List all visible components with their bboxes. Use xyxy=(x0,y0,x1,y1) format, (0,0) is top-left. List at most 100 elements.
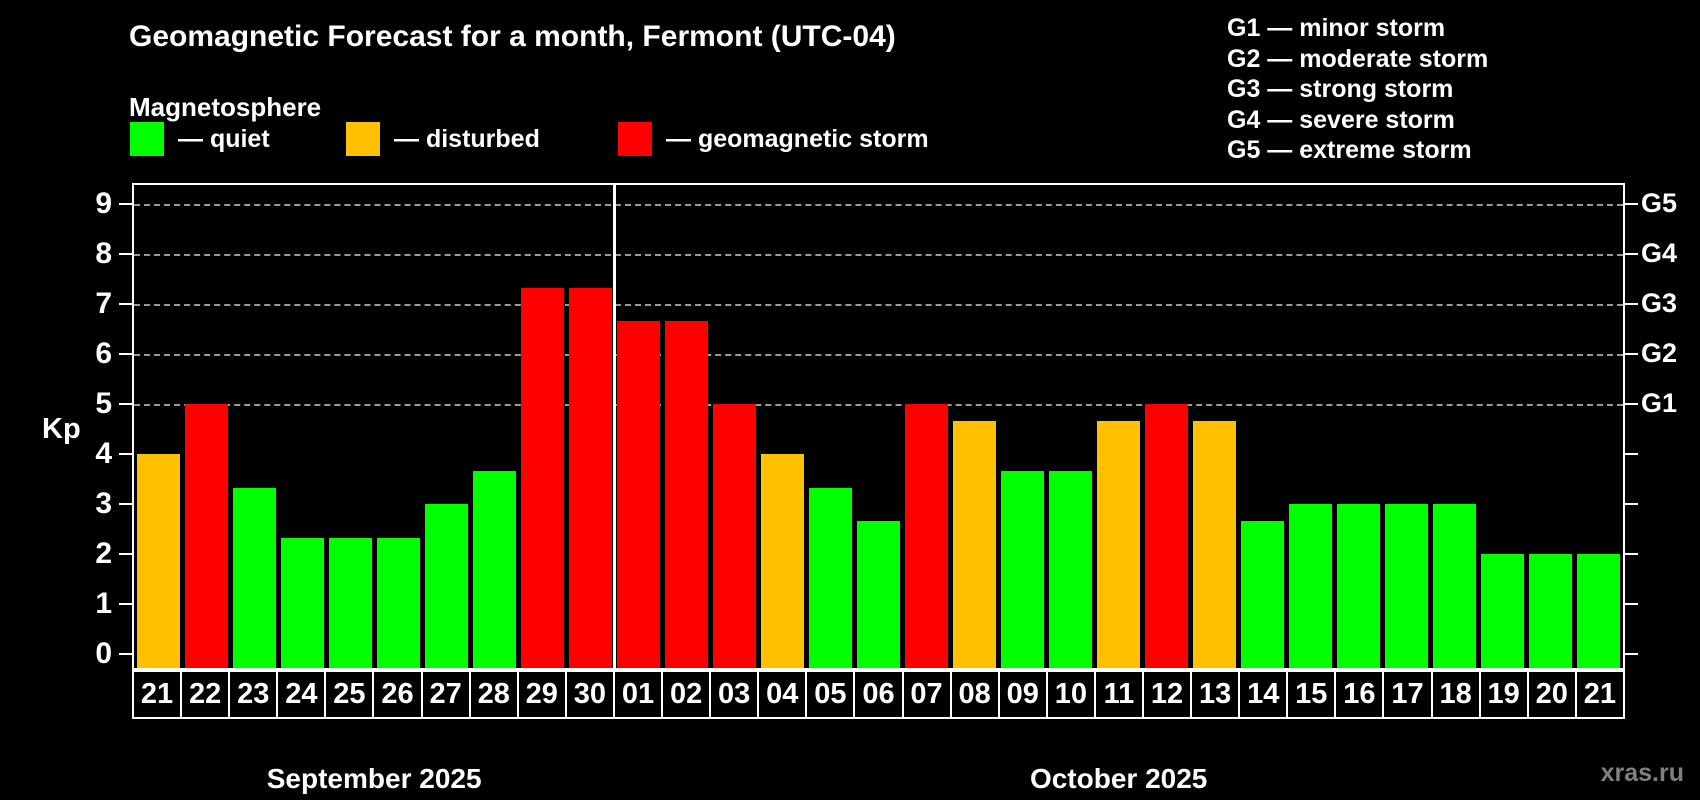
y-tick-left-6 xyxy=(119,353,132,355)
page-title: Geomagnetic Forecast for a month, Fermon… xyxy=(129,20,896,53)
kp-bar-oct-09 xyxy=(1001,470,1045,668)
g4-legend-line: G4 — severe storm xyxy=(1227,105,1455,134)
day-label-sep-21: 21 xyxy=(132,670,183,719)
legend-item-quiet: — quiet xyxy=(130,122,270,156)
magnetosphere-heading: Magnetosphere xyxy=(129,92,322,122)
day-label-sep-23: 23 xyxy=(228,670,279,719)
kp-bar-oct-20 xyxy=(1529,554,1573,668)
y-tick-label-1: 1 xyxy=(95,587,112,620)
g-level-label-G1: G1 xyxy=(1641,388,1678,418)
kp-bar-oct-07 xyxy=(905,404,949,668)
kp-bar-sep-21 xyxy=(136,454,180,668)
kp-bar-oct-12 xyxy=(1145,404,1189,668)
y-tick-right-9 xyxy=(1625,203,1638,205)
gridline-kp-5 xyxy=(134,404,1623,406)
kp-bar-oct-08 xyxy=(953,420,997,668)
gridline-kp-8 xyxy=(134,254,1623,256)
gridline-kp-9 xyxy=(134,204,1623,206)
day-label-sep-26: 26 xyxy=(372,670,423,719)
kp-bar-oct-16 xyxy=(1337,504,1381,668)
y-tick-left-2 xyxy=(119,553,132,555)
kp-bar-oct-02 xyxy=(664,320,708,668)
y-tick-label-0: 0 xyxy=(95,637,112,670)
month-label-september: September 2025 xyxy=(266,763,482,794)
kp-bar-oct-21 xyxy=(1577,554,1621,668)
y-tick-left-1 xyxy=(119,603,132,605)
g-level-label-G2: G2 xyxy=(1641,338,1678,368)
disturbed-color-swatch xyxy=(346,122,380,156)
day-label-sep-22: 22 xyxy=(180,670,231,719)
day-labels-row: 21 22 23 24 25 26 27 28 29 30 01 02 03 04 05 06 07 08 09 10… xyxy=(132,670,1625,719)
day-label-oct-05: 05 xyxy=(805,670,856,719)
g3-legend-line: G3 — strong storm xyxy=(1227,75,1454,103)
plot-area xyxy=(132,183,1625,670)
day-label-oct-08: 08 xyxy=(949,670,1000,719)
kp-bar-sep-24 xyxy=(280,537,324,668)
kp-bar-oct-18 xyxy=(1433,504,1477,668)
g-level-label-G5: G5 xyxy=(1641,188,1678,218)
y-tick-right-8 xyxy=(1625,253,1638,255)
y-tick-label-9: 9 xyxy=(95,187,112,220)
kp-bar-sep-30 xyxy=(568,287,612,668)
kp-bar-oct-14 xyxy=(1241,520,1285,668)
day-label-oct-17: 17 xyxy=(1382,670,1433,719)
y-tick-left-4 xyxy=(119,453,132,455)
kp-bar-sep-28 xyxy=(472,470,516,668)
gridline-kp-7 xyxy=(134,304,1623,306)
month-label-october: October 2025 xyxy=(1029,763,1208,794)
day-label-oct-02: 02 xyxy=(661,670,712,719)
day-label-oct-09: 09 xyxy=(997,670,1048,719)
kp-bar-sep-25 xyxy=(328,537,372,668)
storm-scale-legend: G1 — minor storm G2 — moderate storm G3 … xyxy=(1227,13,1488,166)
kp-bar-oct-05 xyxy=(808,487,852,668)
y-tick-left-5 xyxy=(119,403,132,405)
legend-label-disturbed: — disturbed xyxy=(394,124,540,153)
kp-bar-oct-17 xyxy=(1385,504,1429,668)
y-tick-right-5 xyxy=(1625,403,1638,405)
month-separator-line xyxy=(612,185,616,668)
legend-label-storm: — geomagnetic storm xyxy=(666,124,929,153)
y-tick-left-0 xyxy=(119,653,132,655)
kp-bar-oct-04 xyxy=(760,454,804,668)
kp-bar-oct-11 xyxy=(1097,420,1141,668)
day-label-oct-03: 03 xyxy=(709,670,760,719)
kp-bar-oct-03 xyxy=(712,404,756,668)
day-label-oct-19: 19 xyxy=(1478,670,1529,719)
y-tick-label-6: 6 xyxy=(95,337,112,370)
day-label-oct-07: 07 xyxy=(901,670,952,719)
kp-bar-sep-22 xyxy=(184,404,228,668)
y-tick-label-3: 3 xyxy=(95,487,112,520)
y-tick-left-9 xyxy=(119,203,132,205)
kp-bar-oct-15 xyxy=(1289,504,1333,668)
storm-color-swatch xyxy=(618,122,652,156)
legend-item-storm: — geomagnetic storm xyxy=(618,122,929,156)
y-tick-left-8 xyxy=(119,253,132,255)
day-label-oct-12: 12 xyxy=(1141,670,1193,719)
kp-bar-oct-06 xyxy=(857,520,900,668)
y-tick-left-3 xyxy=(119,503,132,505)
legend-label-quiet: — quiet xyxy=(178,124,270,153)
g2-legend-line: G2 — moderate storm xyxy=(1227,44,1489,73)
y-tick-label-4: 4 xyxy=(95,437,112,470)
kp-bar-sep-29 xyxy=(520,287,564,668)
y-tick-right-3 xyxy=(1625,503,1638,505)
y-tick-label-8: 8 xyxy=(95,237,112,270)
day-label-oct-15: 15 xyxy=(1286,670,1337,719)
day-label-oct-04: 04 xyxy=(757,670,808,719)
y-tick-right-2 xyxy=(1625,553,1638,555)
day-label-oct-21: 21 xyxy=(1574,670,1625,719)
g-level-label-G3: G3 xyxy=(1641,288,1678,318)
kp-bar-oct-19 xyxy=(1481,554,1525,668)
day-label-oct-13: 13 xyxy=(1190,670,1241,719)
y-tick-right-0 xyxy=(1625,653,1638,655)
quiet-color-swatch xyxy=(130,122,164,156)
day-label-sep-30: 30 xyxy=(564,670,615,719)
day-label-sep-25: 25 xyxy=(324,670,375,719)
g-level-label-G4: G4 xyxy=(1641,238,1678,268)
day-label-oct-18: 18 xyxy=(1430,670,1481,719)
kp-bar-oct-10 xyxy=(1049,470,1093,668)
day-label-sep-27: 27 xyxy=(420,670,471,719)
y-axis-title: Kp xyxy=(42,413,81,445)
y-tick-label-2: 2 xyxy=(95,537,112,570)
